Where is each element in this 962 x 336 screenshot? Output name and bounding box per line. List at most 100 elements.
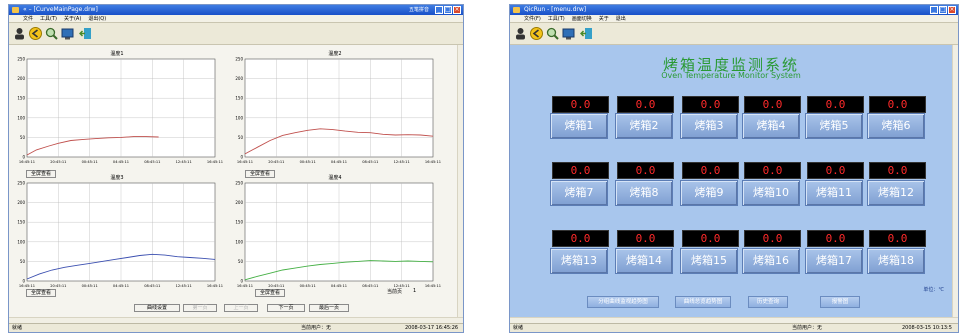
group-trend-button[interactable]: 分组曲线监视趋势图 [587, 296, 659, 308]
maximize-icon[interactable]: □ [444, 6, 452, 14]
minimize-icon[interactable]: _ [930, 6, 938, 14]
status-bar: 就绪 当前用户：无 2008-03-15 10:13:5 [510, 323, 958, 332]
vertical-scrollbar[interactable] [457, 45, 463, 317]
x-tick-label: 16:45:11 [425, 160, 441, 164]
oven-12-button[interactable]: 烤箱12 [867, 180, 925, 206]
oven-11-button[interactable]: 烤箱11 [805, 180, 863, 206]
fullscreen-button-4[interactable]: 全屏查看 [255, 289, 285, 297]
curve-window-titlebar[interactable]: « – [CurveMainPage.drw] 五笔拼音 _ □ × [9, 5, 463, 15]
oven-10-temperature-display: 0.0 [744, 162, 801, 179]
menu-bar: 文件 工具(T) 关于(A) 退出(Q) [9, 15, 463, 23]
maximize-icon[interactable]: □ [939, 6, 947, 14]
menu-about[interactable]: 关于(A) [63, 16, 82, 22]
menu-about[interactable]: 关于 [598, 16, 609, 22]
y-tick-label: 150 [17, 220, 25, 225]
y-tick-label: 200 [17, 200, 25, 205]
series-line-1 [26, 253, 216, 280]
zoom-icon[interactable] [45, 27, 58, 40]
horizontal-scrollbar[interactable] [510, 317, 958, 323]
oven-10-button[interactable]: 烤箱10 [742, 180, 800, 206]
oven-17-button[interactable]: 烤箱17 [805, 248, 863, 274]
exit-door-icon[interactable] [580, 27, 593, 40]
oven-3-button[interactable]: 烤箱3 [680, 113, 738, 139]
monitor-icon[interactable] [61, 27, 74, 40]
fullscreen-button-2[interactable]: 全屏查看 [245, 170, 275, 178]
vertical-scrollbar[interactable] [952, 45, 958, 317]
user-icon[interactable] [514, 27, 527, 40]
oven-18-button[interactable]: 烤箱18 [867, 248, 925, 274]
exit-door-icon[interactable] [79, 27, 92, 40]
oven-13-button[interactable]: 烤箱13 [550, 248, 608, 274]
user-icon[interactable] [13, 27, 26, 40]
oven-12-temperature-display: 0.0 [869, 162, 926, 179]
menu-exit[interactable]: 退出 [615, 16, 626, 22]
menu-file[interactable]: 文件(F) [524, 16, 541, 22]
next-page-button[interactable]: 下一页 [267, 304, 305, 312]
close-icon[interactable]: × [453, 6, 461, 14]
prev-page-button[interactable]: 上一页 [224, 304, 258, 312]
y-tick-label: 200 [235, 200, 243, 205]
back-arrow-icon[interactable] [530, 27, 543, 40]
menu-tools[interactable]: 工具(T) [40, 16, 57, 22]
x-tick-label: 08:45:11 [362, 160, 378, 164]
oven-17-temperature-display: 0.0 [807, 230, 864, 247]
oven-1-button[interactable]: 烤箱1 [550, 113, 608, 139]
toolbar [9, 23, 463, 45]
menu-tools[interactable]: 工具(T) [547, 16, 565, 22]
current-page-value: 1 [413, 288, 417, 294]
oven-14-button[interactable]: 烤箱14 [615, 248, 673, 274]
oven-7-temperature-display: 0.0 [552, 162, 609, 179]
menu-file[interactable]: 文件 [23, 16, 34, 22]
horizontal-scrollbar[interactable] [9, 317, 463, 323]
oven-1-temperature-display: 0.0 [552, 96, 609, 113]
app-icon [513, 7, 520, 13]
status-time: 2008-03-17 16:45:26 [405, 325, 459, 331]
oven-15-button[interactable]: 烤箱15 [680, 248, 738, 274]
history-query-button[interactable]: 历史查询 [748, 296, 788, 308]
oven-15-temperature-display: 0.0 [682, 230, 739, 247]
zoom-icon[interactable] [546, 27, 559, 40]
fullscreen-button-1[interactable]: 全屏查看 [26, 170, 56, 178]
chart-temp3: 温度3 250 200 150 100 50 0 16:45:11 20:45:11 00:45:… [13, 173, 223, 297]
x-tick-label: 16:45:11 [207, 284, 223, 288]
oven-window-titlebar[interactable]: QicRun - [menu.drw] _ □ × [510, 5, 958, 15]
status-user: 当前用户：无 [792, 325, 823, 331]
x-tick-label: 08:45:11 [144, 284, 160, 288]
oven-4-button[interactable]: 烤箱4 [742, 113, 800, 139]
y-tick-label: 200 [235, 76, 243, 81]
alarm-view-button[interactable]: 报警图 [820, 296, 860, 308]
overview-trend-button[interactable]: 曲线总览趋势图 [675, 296, 731, 308]
oven-6-button[interactable]: 烤箱6 [867, 113, 925, 139]
oven-16-button[interactable]: 烤箱16 [742, 248, 800, 274]
oven-2-button[interactable]: 烤箱2 [615, 113, 673, 139]
minimize-icon[interactable]: _ [435, 6, 443, 14]
back-arrow-icon[interactable] [29, 27, 42, 40]
status-user: 当前用户：无 [301, 325, 332, 331]
menu-exit[interactable]: 退出(Q) [88, 16, 107, 22]
oven-6-temperature-display: 0.0 [869, 96, 926, 113]
chart-title: 温度3 [110, 174, 123, 181]
oven-8-temperature-display: 0.0 [617, 162, 674, 179]
fullscreen-button-3[interactable]: 全屏查看 [26, 289, 56, 297]
ime-indicator: 五笔拼音 [408, 7, 429, 13]
status-ready: 就绪 [12, 325, 23, 331]
x-tick-label: 04:45:11 [113, 284, 129, 288]
curve-window: « – [CurveMainPage.drw] 五笔拼音 _ □ × 文件 工具… [8, 4, 464, 333]
menu-screen-switch[interactable]: 画面切换 [571, 16, 592, 22]
toolbar [510, 23, 958, 45]
oven-7-button[interactable]: 烤箱7 [550, 180, 608, 206]
close-icon[interactable]: × [948, 6, 956, 14]
oven-5-button[interactable]: 烤箱5 [805, 113, 863, 139]
window-title: QicRun - [menu.drw] [524, 6, 587, 13]
y-tick-label: 0 [22, 279, 25, 284]
y-tick-label: 100 [235, 239, 243, 244]
first-page-button[interactable]: 第一页 [183, 304, 217, 312]
monitor-icon[interactable] [562, 27, 575, 40]
system-title-en: Oven Temperature Monitor System [661, 71, 801, 80]
y-tick-label: 200 [17, 76, 25, 81]
oven-8-button[interactable]: 烤箱8 [615, 180, 673, 206]
curve-settings-button[interactable]: 曲线设置 [134, 304, 180, 312]
x-tick-label: 20:45:11 [268, 284, 284, 288]
last-page-button[interactable]: 最后一页 [309, 304, 349, 312]
oven-9-button[interactable]: 烤箱9 [680, 180, 738, 206]
